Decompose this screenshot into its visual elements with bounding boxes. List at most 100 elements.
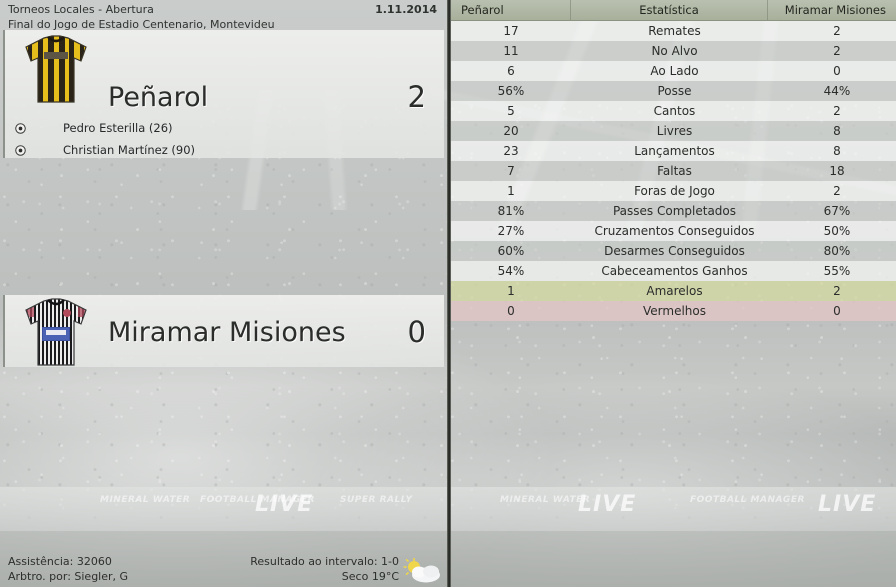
away-team-panel[interactable]: Miramar Misiones 0 <box>3 295 444 367</box>
home-team-name: Peñarol <box>108 82 209 113</box>
table-row: 60% Desarmes Conseguidos 80% <box>451 241 896 261</box>
stat-label: Cabeceamentos Ganhos <box>601 264 748 278</box>
stat-home-value: 11 <box>503 44 519 58</box>
hoarding-ad-3: SUPER RALLY <box>340 495 413 505</box>
football-icon <box>15 145 26 156</box>
table-row: 81% Passes Completados 67% <box>451 201 896 221</box>
column-header-home: Peñarol <box>451 0 571 20</box>
stat-label: Ao Lado <box>650 64 699 78</box>
match-date: 1.11.2014 <box>375 3 437 16</box>
stat-away-value: 80% <box>823 244 851 258</box>
table-row: 1 Foras de Jogo 2 <box>451 181 896 201</box>
hoarding-ad-2: FOOTBALL MANAGER <box>200 495 315 505</box>
table-row: 1 Amarelos 2 <box>451 281 896 301</box>
column-header-label: Estatística <box>571 0 768 20</box>
table-row: 0 Vermelhos 0 <box>451 301 896 321</box>
hoarding-ad-live-mid: LIVE <box>578 492 637 517</box>
column-header-away: Miramar Misiones <box>784 3 886 17</box>
scorer-name: Pedro Esterilla (26) <box>63 121 173 135</box>
table-row: 7 Faltas 18 <box>451 161 896 181</box>
table-row: 23 Lançamentos 8 <box>451 141 896 161</box>
hoarding-ad-5: FOOTBALL MANAGER <box>690 495 805 505</box>
stat-away-value: 55% <box>823 264 851 278</box>
attendance-text: Assistência: 32060 <box>8 555 112 568</box>
home-scorers-list: Pedro Esterilla (26) Christian Martínez … <box>5 118 446 162</box>
stat-label: Foras de Jogo <box>634 184 715 198</box>
halftime-score: Resultado ao intervalo: 1-0 <box>250 555 399 568</box>
hoarding-ad-live-right: LIVE <box>818 492 877 517</box>
jersey-icon <box>25 298 87 366</box>
home-team-score: 2 <box>407 80 426 114</box>
hoarding-ad-4: MINERAL WATER <box>500 495 591 505</box>
table-row: 17 Remates 2 <box>451 21 896 41</box>
stat-away-value: 2 <box>833 104 841 118</box>
stat-label: Livres <box>656 124 693 138</box>
stat-label: Remates <box>648 24 701 38</box>
stat-away-value: 2 <box>833 284 841 298</box>
stat-home-value: 23 <box>503 144 519 158</box>
table-row: 54% Cabeceamentos Ganhos 55% <box>451 261 896 281</box>
stat-label: Vermelhos <box>643 304 706 318</box>
stat-label: Desarmes Conseguidos <box>604 244 745 258</box>
stat-home-value: 1 <box>507 284 515 298</box>
jersey-icon <box>25 35 87 103</box>
stat-home-value: 60% <box>497 244 525 258</box>
list-item[interactable]: Christian Martínez (90) <box>5 140 446 162</box>
away-team-name: Miramar Misiones <box>108 317 346 348</box>
statistics-table: Peñarol Estatística Miramar Misiones 17 R… <box>451 0 896 321</box>
match-statistics-panel: Peñarol Estatística Miramar Misiones 17 R… <box>451 0 896 587</box>
table-row: 56% Posse 44% <box>451 81 896 101</box>
stat-home-value: 56% <box>497 84 525 98</box>
hoarding-ad-live-left: LIVE <box>255 492 314 517</box>
match-summary-panel: Torneos Locales - Abertura Final do Jogo… <box>0 0 447 587</box>
list-item[interactable]: Pedro Esterilla (26) <box>5 118 446 140</box>
match-footer: Assistência: 32060 Arbtro. por: Siegler,… <box>0 552 447 587</box>
stat-home-value: 27% <box>497 224 525 238</box>
stat-away-value: 2 <box>833 24 841 38</box>
stat-home-value: 6 <box>507 64 515 78</box>
football-icon <box>15 123 26 134</box>
stat-home-value: 5 <box>507 104 515 118</box>
match-subtitle: Final do Jogo de Estadio Centenario, Mon… <box>8 18 275 31</box>
stat-label: Passes Completados <box>612 204 737 218</box>
stat-label: Cantos <box>653 104 696 118</box>
table-row: 11 No Alvo 2 <box>451 41 896 61</box>
table-row: 5 Cantos 2 <box>451 101 896 121</box>
stat-home-value: 7 <box>507 164 515 178</box>
home-team-panel[interactable]: Peñarol 2 Pedro Esterilla (26) Christian… <box>3 30 444 158</box>
table-row: 27% Cruzamentos Conseguidos 50% <box>451 221 896 241</box>
stat-home-value: 1 <box>507 184 515 198</box>
stat-label: Lançamentos <box>634 144 715 158</box>
hoarding-ad-1: MINERAL WATER <box>100 495 191 505</box>
stat-label: Faltas <box>657 164 692 178</box>
competition-name: Torneos Locales - Abertura <box>8 3 154 16</box>
stat-away-value: 0 <box>833 64 841 78</box>
stat-home-value: 54% <box>497 264 525 278</box>
stat-away-value: 18 <box>829 164 845 178</box>
scorer-name: Christian Martínez (90) <box>63 143 195 157</box>
stat-home-value: 81% <box>497 204 525 218</box>
stat-home-value: 20 <box>503 124 519 138</box>
stat-label: Posse <box>657 84 692 98</box>
stat-away-value: 2 <box>833 44 841 58</box>
stat-label: Cruzamentos Conseguidos <box>594 224 755 238</box>
stat-label: Amarelos <box>646 284 703 298</box>
stat-away-value: 2 <box>833 184 841 198</box>
header-bar: Torneos Locales - Abertura Final do Jogo… <box>0 0 447 31</box>
table-row: 6 Ao Lado 0 <box>451 61 896 81</box>
table-row: 20 Livres 8 <box>451 121 896 141</box>
sun-behind-cloud-icon <box>403 558 440 583</box>
table-header-row: Peñarol Estatística Miramar Misiones <box>451 0 896 21</box>
stat-away-value: 50% <box>823 224 851 238</box>
stat-label: No Alvo <box>651 44 698 58</box>
referee-text: Arbtro. por: Siegler, G <box>8 570 129 583</box>
stat-home-value: 0 <box>507 304 515 318</box>
stat-away-value: 0 <box>833 304 841 318</box>
stat-home-value: 17 <box>503 24 519 38</box>
stat-away-value: 8 <box>833 124 841 138</box>
stat-away-value: 67% <box>823 204 851 218</box>
stat-away-value: 44% <box>823 84 851 98</box>
panel-divider <box>447 0 451 587</box>
stat-away-value: 8 <box>833 144 841 158</box>
